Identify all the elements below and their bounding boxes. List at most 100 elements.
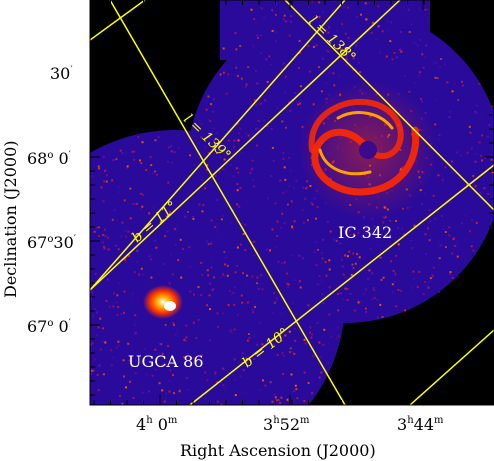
noise-speck — [170, 150, 173, 153]
noise-speck — [93, 308, 96, 311]
noise-speck — [247, 134, 250, 137]
noise-speck — [229, 329, 232, 332]
noise-speck — [415, 42, 418, 45]
noise-speck — [103, 247, 106, 250]
noise-speck — [316, 283, 319, 286]
noise-speck — [290, 373, 293, 376]
noise-speck — [220, 232, 223, 235]
noise-speck — [350, 274, 353, 276]
noise-speck — [173, 392, 175, 395]
noise-speck — [358, 61, 361, 64]
noise-speck — [397, 227, 399, 229]
noise-speck — [218, 170, 221, 173]
noise-speck — [395, 305, 398, 308]
noise-speck — [311, 203, 314, 206]
noise-speck — [311, 0, 314, 3]
noise-speck — [299, 102, 302, 105]
noise-speck — [276, 234, 279, 237]
noise-speck — [327, 342, 330, 345]
noise-speck — [110, 349, 113, 352]
noise-speck — [315, 240, 318, 243]
noise-speck — [307, 382, 310, 384]
noise-speck — [274, 31, 277, 34]
noise-speck — [309, 81, 312, 84]
noise-speck — [172, 323, 175, 326]
noise-speck — [285, 190, 287, 193]
noise-speck — [426, 8, 429, 11]
noise-speck — [395, 254, 398, 257]
noise-speck — [304, 342, 307, 345]
noise-speck — [398, 247, 401, 250]
noise-speck — [224, 263, 226, 266]
noise-speck — [280, 312, 283, 315]
noise-speck — [474, 160, 477, 163]
noise-speck — [254, 305, 256, 308]
noise-speck — [486, 135, 489, 138]
noise-speck — [209, 308, 211, 311]
noise-speck — [150, 276, 153, 279]
noise-speck — [441, 162, 444, 165]
noise-speck — [329, 230, 332, 233]
noise-speck — [320, 279, 323, 282]
noise-speck — [210, 219, 213, 222]
noise-speck — [275, 2, 278, 5]
noise-speck — [277, 398, 280, 401]
noise-speck — [353, 233, 355, 236]
noise-speck — [179, 388, 182, 391]
noise-speck — [111, 179, 114, 182]
noise-speck — [327, 50, 330, 53]
noise-speck — [377, 244, 380, 247]
noise-speck — [210, 242, 213, 245]
noise-speck — [438, 257, 441, 260]
noise-speck — [267, 197, 269, 200]
noise-speck — [318, 15, 321, 18]
noise-speck — [435, 61, 438, 64]
ic342-emission — [298, 80, 438, 220]
noise-speck — [344, 229, 347, 232]
noise-speck — [319, 262, 322, 265]
noise-speck — [90, 372, 92, 375]
noise-speck — [449, 201, 452, 204]
noise-speck — [91, 342, 94, 345]
noise-speck — [298, 280, 301, 283]
noise-speck — [245, 284, 248, 287]
noise-speck — [238, 132, 241, 135]
noise-speck — [167, 181, 170, 184]
noise-speck — [379, 303, 382, 306]
noise-speck — [287, 283, 290, 286]
noise-speck — [356, 16, 358, 18]
noise-speck — [117, 247, 120, 250]
noise-speck — [125, 166, 128, 169]
noise-speck — [246, 200, 249, 203]
noise-speck — [379, 256, 382, 259]
noise-speck — [393, 280, 396, 283]
noise-speck — [99, 295, 102, 298]
noise-speck — [245, 132, 247, 135]
noise-speck — [92, 369, 95, 372]
noise-speck — [150, 164, 153, 167]
noise-speck — [201, 210, 204, 213]
noise-speck — [277, 260, 280, 263]
noise-speck — [139, 207, 142, 210]
noise-speck — [294, 339, 297, 342]
noise-speck — [379, 51, 381, 54]
noise-speck — [127, 230, 130, 233]
noise-speck — [222, 384, 225, 387]
noise-speck — [411, 4, 414, 7]
noise-speck — [291, 351, 294, 353]
noise-speck — [127, 342, 130, 345]
noise-speck — [328, 26, 330, 29]
noise-speck — [242, 272, 244, 275]
noise-speck — [340, 48, 343, 51]
noise-speck — [346, 288, 349, 291]
noise-speck — [418, 73, 421, 76]
noise-speck — [192, 357, 195, 359]
noise-speck — [461, 80, 463, 83]
noise-speck — [304, 197, 307, 200]
noise-speck — [476, 112, 479, 115]
noise-speck — [212, 98, 215, 101]
noise-speck — [135, 261, 138, 263]
noise-speck — [305, 187, 308, 190]
noise-speck — [434, 123, 437, 126]
noise-speck — [154, 239, 157, 242]
